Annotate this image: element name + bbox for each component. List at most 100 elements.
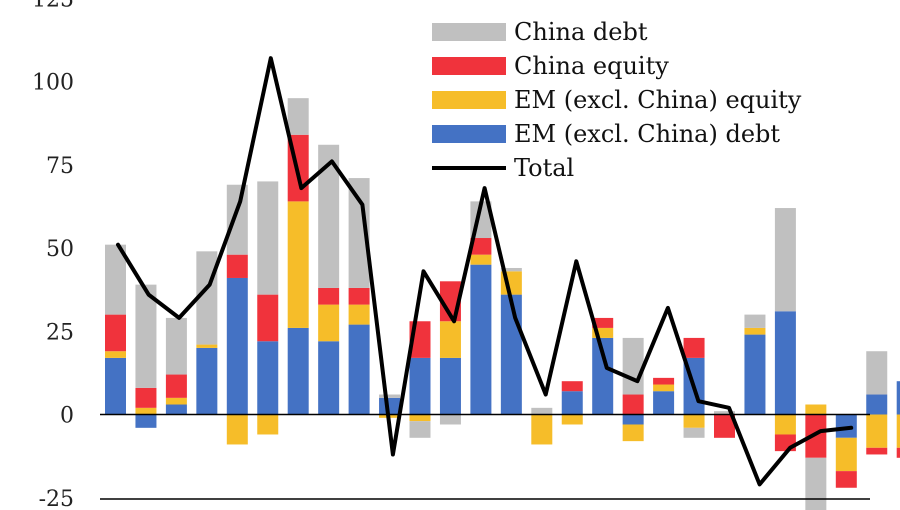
bar-segment bbox=[196, 347, 218, 415]
bar-segment bbox=[561, 381, 583, 392]
bar-segment bbox=[105, 357, 126, 415]
bar-segment bbox=[835, 414, 857, 438]
bar-segment bbox=[714, 414, 735, 438]
bar-segment bbox=[866, 414, 888, 448]
bar-segment bbox=[592, 317, 614, 328]
bar-segment bbox=[561, 391, 583, 415]
bars-layer bbox=[105, 98, 900, 510]
bar-segment bbox=[439, 321, 461, 358]
bar-segment bbox=[409, 357, 431, 415]
bar-segment bbox=[287, 98, 309, 135]
legend-label: EM (excl. China) equity bbox=[514, 86, 802, 114]
bar-segment bbox=[500, 294, 522, 415]
legend-swatch bbox=[432, 91, 506, 109]
bar-segment bbox=[226, 277, 248, 415]
bar-segment bbox=[318, 304, 340, 342]
bar-segment bbox=[866, 351, 888, 395]
bar-segment bbox=[135, 407, 157, 415]
bar-segment bbox=[683, 414, 705, 428]
bar-segment bbox=[622, 414, 644, 425]
bar-segment bbox=[866, 447, 888, 455]
bar-segment bbox=[165, 397, 187, 405]
bar-segment bbox=[683, 427, 705, 438]
y-tick-label: 0 bbox=[60, 404, 74, 429]
bar-segment bbox=[135, 414, 157, 428]
bar-segment bbox=[531, 407, 553, 415]
bar-segment bbox=[105, 314, 126, 352]
bar-segment bbox=[165, 374, 187, 398]
bar-segment bbox=[226, 184, 248, 255]
y-axis-ticks: -25 0 25 50 75 100 125 bbox=[32, 0, 74, 510]
bar-segment bbox=[866, 394, 888, 415]
bar-segment bbox=[592, 327, 614, 338]
bar-segment bbox=[348, 324, 370, 415]
bar-segment bbox=[835, 437, 857, 472]
y-tick-label: 50 bbox=[46, 237, 74, 262]
bar-segment bbox=[653, 377, 675, 385]
legend-label: China debt bbox=[514, 18, 648, 46]
bar-segment bbox=[165, 317, 187, 375]
bar-segment bbox=[439, 357, 461, 415]
bar-segment bbox=[165, 404, 187, 415]
bar-segment bbox=[896, 414, 900, 448]
bar-segment bbox=[226, 414, 248, 445]
y-tick-label: 100 bbox=[32, 71, 74, 96]
bar-segment bbox=[805, 414, 827, 458]
bar-segment bbox=[318, 144, 340, 288]
bar-segment bbox=[683, 337, 705, 358]
bar-segment bbox=[774, 311, 796, 415]
bar-segment bbox=[135, 387, 157, 408]
bar-segment bbox=[409, 414, 431, 422]
bar-segment bbox=[561, 414, 583, 425]
bar-segment bbox=[287, 327, 309, 415]
bar-segment bbox=[105, 244, 126, 315]
bar-segment bbox=[348, 287, 370, 305]
legend-label: China equity bbox=[514, 52, 669, 80]
bar-segment bbox=[379, 397, 401, 415]
bar-segment bbox=[531, 414, 553, 445]
bar-segment bbox=[348, 304, 370, 325]
bar-segment bbox=[622, 394, 644, 415]
legend-label: EM (excl. China) debt bbox=[514, 120, 780, 148]
bar-segment bbox=[744, 334, 766, 415]
bar-segment bbox=[470, 264, 492, 415]
bar-segment bbox=[622, 424, 644, 442]
bar-segment bbox=[714, 411, 735, 415]
legend-label: Total bbox=[514, 154, 574, 182]
bar-segment bbox=[439, 414, 461, 425]
bar-segment bbox=[470, 254, 492, 265]
y-tick-label: -25 bbox=[39, 487, 74, 510]
y-tick-label: 75 bbox=[46, 154, 74, 179]
bar-segment bbox=[744, 327, 766, 335]
bar-segment bbox=[622, 337, 644, 395]
legend: China debt China equity EM (excl. China) e… bbox=[432, 18, 802, 182]
bar-segment bbox=[896, 381, 900, 415]
bar-segment bbox=[287, 201, 309, 328]
bar-segment bbox=[226, 254, 248, 278]
y-tick-label: 125 bbox=[32, 0, 74, 12]
total-series-line bbox=[116, 56, 854, 487]
bar-segment bbox=[774, 434, 796, 452]
bar-segment bbox=[470, 238, 492, 255]
bar-segment bbox=[835, 471, 857, 488]
bar-segment bbox=[318, 341, 340, 415]
bar-segment bbox=[805, 457, 827, 510]
bar-segment bbox=[774, 414, 796, 435]
bar-segment bbox=[105, 351, 126, 358]
bar-segment bbox=[196, 344, 218, 348]
bar-segment bbox=[592, 337, 614, 415]
legend-swatch bbox=[432, 23, 506, 41]
bar-segment bbox=[409, 421, 431, 438]
bar-segment bbox=[805, 404, 827, 415]
bar-segment bbox=[379, 394, 401, 398]
bar-segment bbox=[135, 284, 157, 388]
bar-segment bbox=[257, 414, 279, 435]
bar-segment bbox=[653, 384, 675, 392]
bar-segment bbox=[318, 287, 340, 305]
bar-segment bbox=[774, 208, 796, 312]
legend-swatch bbox=[432, 125, 506, 143]
bar-segment bbox=[500, 267, 522, 272]
legend-swatch bbox=[432, 57, 506, 75]
y-tick-label: 25 bbox=[46, 320, 74, 345]
